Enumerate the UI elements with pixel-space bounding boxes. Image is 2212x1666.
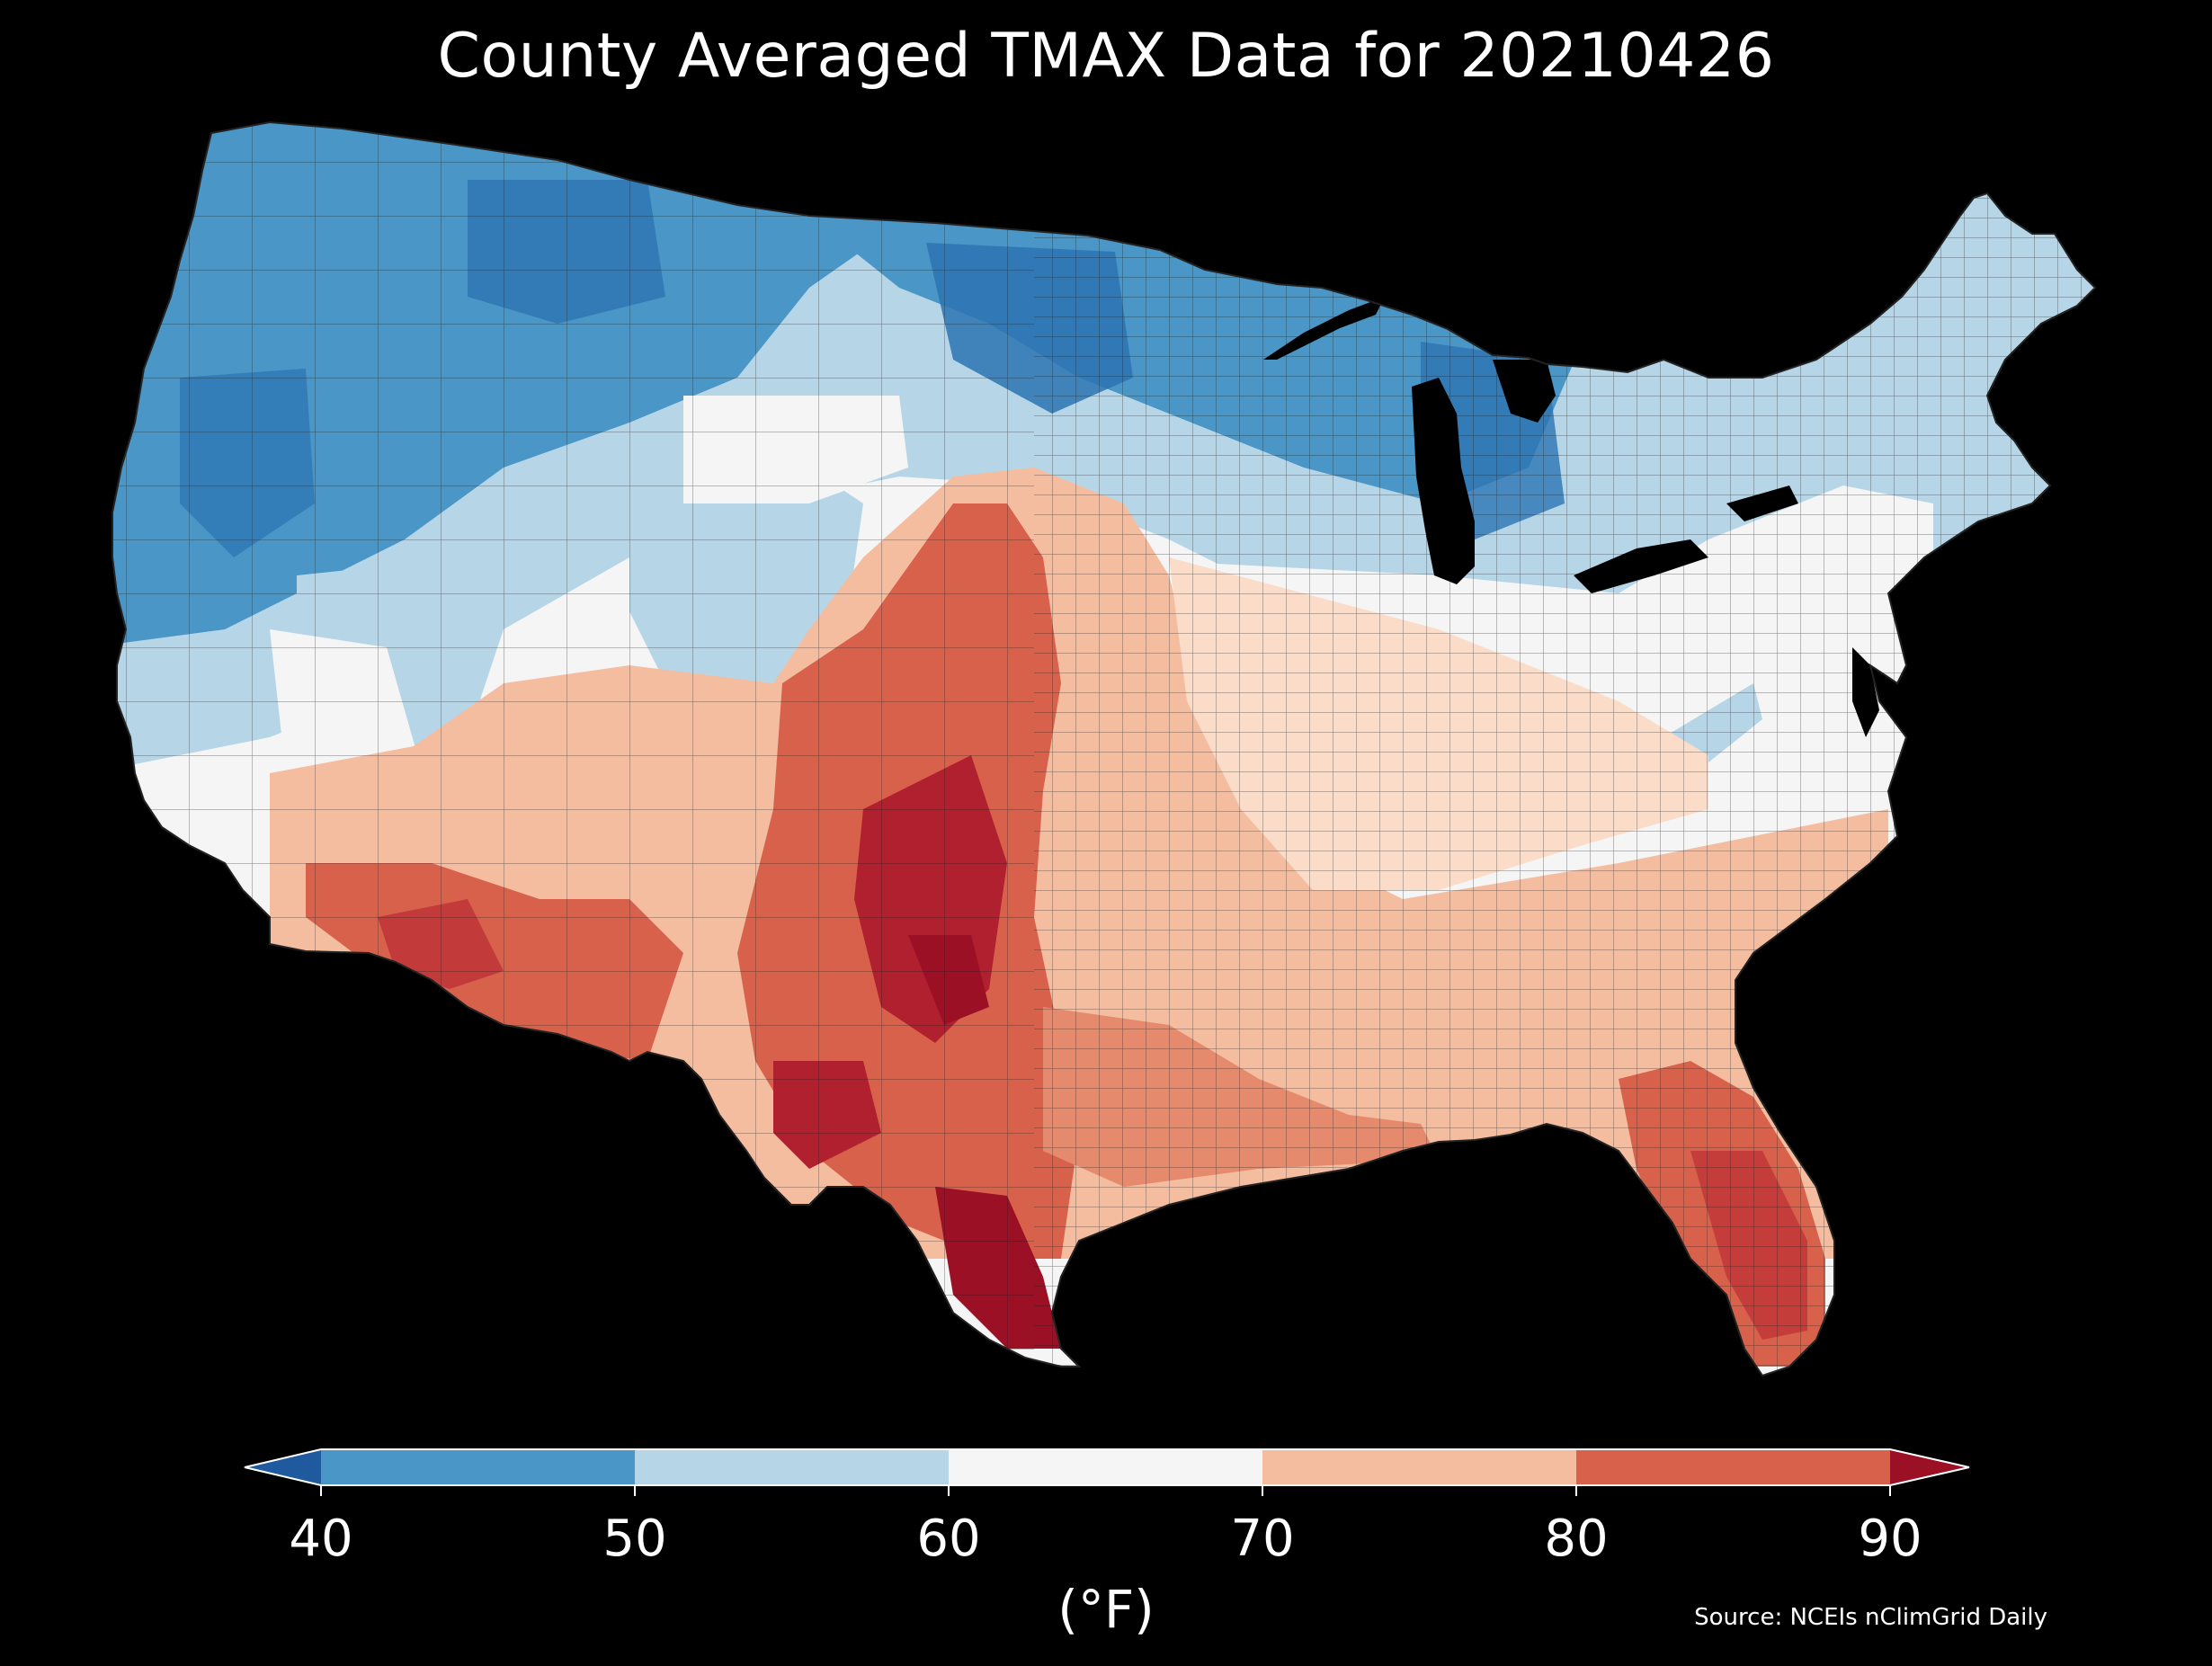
- colorbar-tick-60: 60: [916, 1510, 981, 1568]
- colorbar-tick-70: 70: [1230, 1510, 1295, 1568]
- colorbar-bin-60-70: [949, 1449, 1262, 1485]
- colorbar-bin-70-80: [1262, 1449, 1576, 1485]
- colorbar-bin-40-50: [321, 1449, 635, 1485]
- source-note: Source: NCEIs nClimGrid Daily: [1694, 1604, 2047, 1631]
- colorbar-units-label: (°F): [1057, 1579, 1155, 1640]
- map-title: County Averaged TMAX Data for 20210426: [437, 21, 1775, 92]
- colorbar-extend-low: [245, 1449, 321, 1485]
- colorbar-tick-40: 40: [289, 1510, 353, 1568]
- colorbar-extend-high: [1890, 1449, 1969, 1485]
- colorbar-tick-50: 50: [602, 1510, 667, 1568]
- colorbar-bin-80-90: [1576, 1449, 1890, 1485]
- colorbar: [244, 1448, 1970, 1496]
- colorbar-bin-50-60: [635, 1449, 949, 1485]
- choropleth-map: [111, 120, 2097, 1377]
- colorbar-tick-80: 80: [1544, 1510, 1609, 1568]
- colorbar-tick-90: 90: [1858, 1510, 1922, 1568]
